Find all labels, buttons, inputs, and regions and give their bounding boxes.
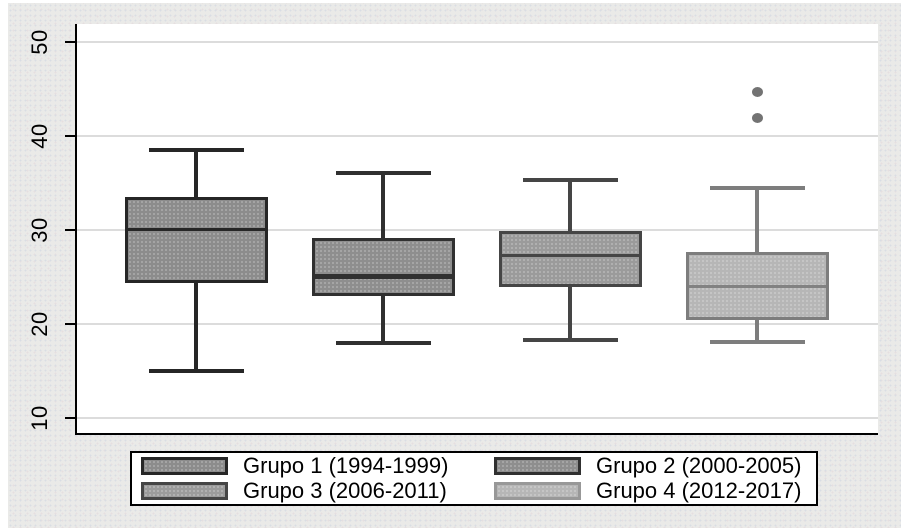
- lower-whisker-cap-grupo-4: [709, 340, 805, 345]
- y-gridline-10: [77, 416, 878, 419]
- legend-label-grupo-2: Grupo 2 (2000-2005): [596, 453, 802, 478]
- y-gridline-50: [77, 40, 878, 43]
- legend-entry-grupo-1: Grupo 1 (1994-1999): [141, 455, 494, 477]
- y-tick-20: [65, 322, 75, 325]
- legend-label-grupo-4: Grupo 4 (2012-2017): [596, 478, 802, 503]
- y-tick-40: [65, 134, 75, 137]
- upper-whisker-cap-grupo-1: [148, 147, 244, 152]
- iqr-box-grupo-3: [498, 230, 642, 288]
- y-gridline-40: [77, 134, 878, 137]
- upper-whisker-cap-grupo-3: [522, 177, 618, 182]
- upper-whisker-stem-grupo-3: [568, 179, 572, 233]
- y-tick-label-40: 40: [27, 122, 52, 149]
- legend-swatch-grupo-2: [494, 457, 581, 475]
- median-line-grupo-1: [127, 228, 265, 231]
- outlier-point-grupo-4-1: [751, 112, 763, 123]
- y-tick-label-50: 50: [27, 28, 52, 55]
- y-gridline-20: [77, 322, 878, 325]
- outlier-point-grupo-4-2: [751, 87, 763, 98]
- y-tick-30: [65, 228, 75, 231]
- lower-whisker-stem-grupo-1: [194, 281, 198, 371]
- y-tick-50: [65, 40, 75, 43]
- legend-entry-grupo-3: Grupo 3 (2006-2011): [141, 480, 494, 502]
- plot-area: 10 20 30 40 50: [27, 24, 878, 435]
- y-tick-label-10: 10: [27, 404, 52, 431]
- y-tick-label-20: 20: [27, 310, 52, 337]
- upper-whisker-cap-grupo-4: [709, 186, 805, 191]
- legend-entry-grupo-2: Grupo 2 (2000-2005): [494, 455, 816, 477]
- upper-whisker-cap-grupo-2: [335, 171, 431, 176]
- lower-whisker-cap-grupo-3: [522, 338, 618, 343]
- y-tick-label-30: 30: [27, 216, 52, 243]
- legend-label-grupo-3: Grupo 3 (2006-2011): [243, 478, 447, 503]
- lower-whisker-cap-grupo-2: [335, 341, 431, 346]
- upper-whisker-stem-grupo-4: [755, 188, 759, 254]
- median-line-grupo-2: [314, 274, 452, 279]
- lower-whisker-stem-grupo-3: [568, 285, 572, 341]
- iqr-box-grupo-1: [124, 196, 268, 283]
- median-line-grupo-4: [688, 285, 826, 289]
- lower-whisker-cap-grupo-1: [148, 368, 244, 373]
- upper-whisker-stem-grupo-2: [381, 173, 385, 240]
- y-tick-10: [65, 416, 75, 419]
- upper-whisker-stem-grupo-1: [194, 149, 198, 199]
- legend-swatch-grupo-1: [141, 457, 228, 475]
- legend-swatch-grupo-3: [141, 482, 228, 500]
- iqr-box-grupo-2: [311, 238, 455, 296]
- median-line-grupo-3: [501, 254, 639, 258]
- legend-entry-grupo-4: Grupo 4 (2012-2017): [494, 480, 816, 502]
- lower-whisker-stem-grupo-2: [381, 294, 385, 344]
- legend-box: Grupo 1 (1994-1999) Grupo 2 (2000-2005) Gr…: [130, 451, 818, 506]
- lower-whisker-stem-grupo-4: [755, 318, 759, 343]
- legend-swatch-grupo-4: [494, 482, 581, 500]
- legend-label-grupo-1: Grupo 1 (1994-1999): [243, 453, 449, 478]
- y-gridline-30: [77, 228, 878, 231]
